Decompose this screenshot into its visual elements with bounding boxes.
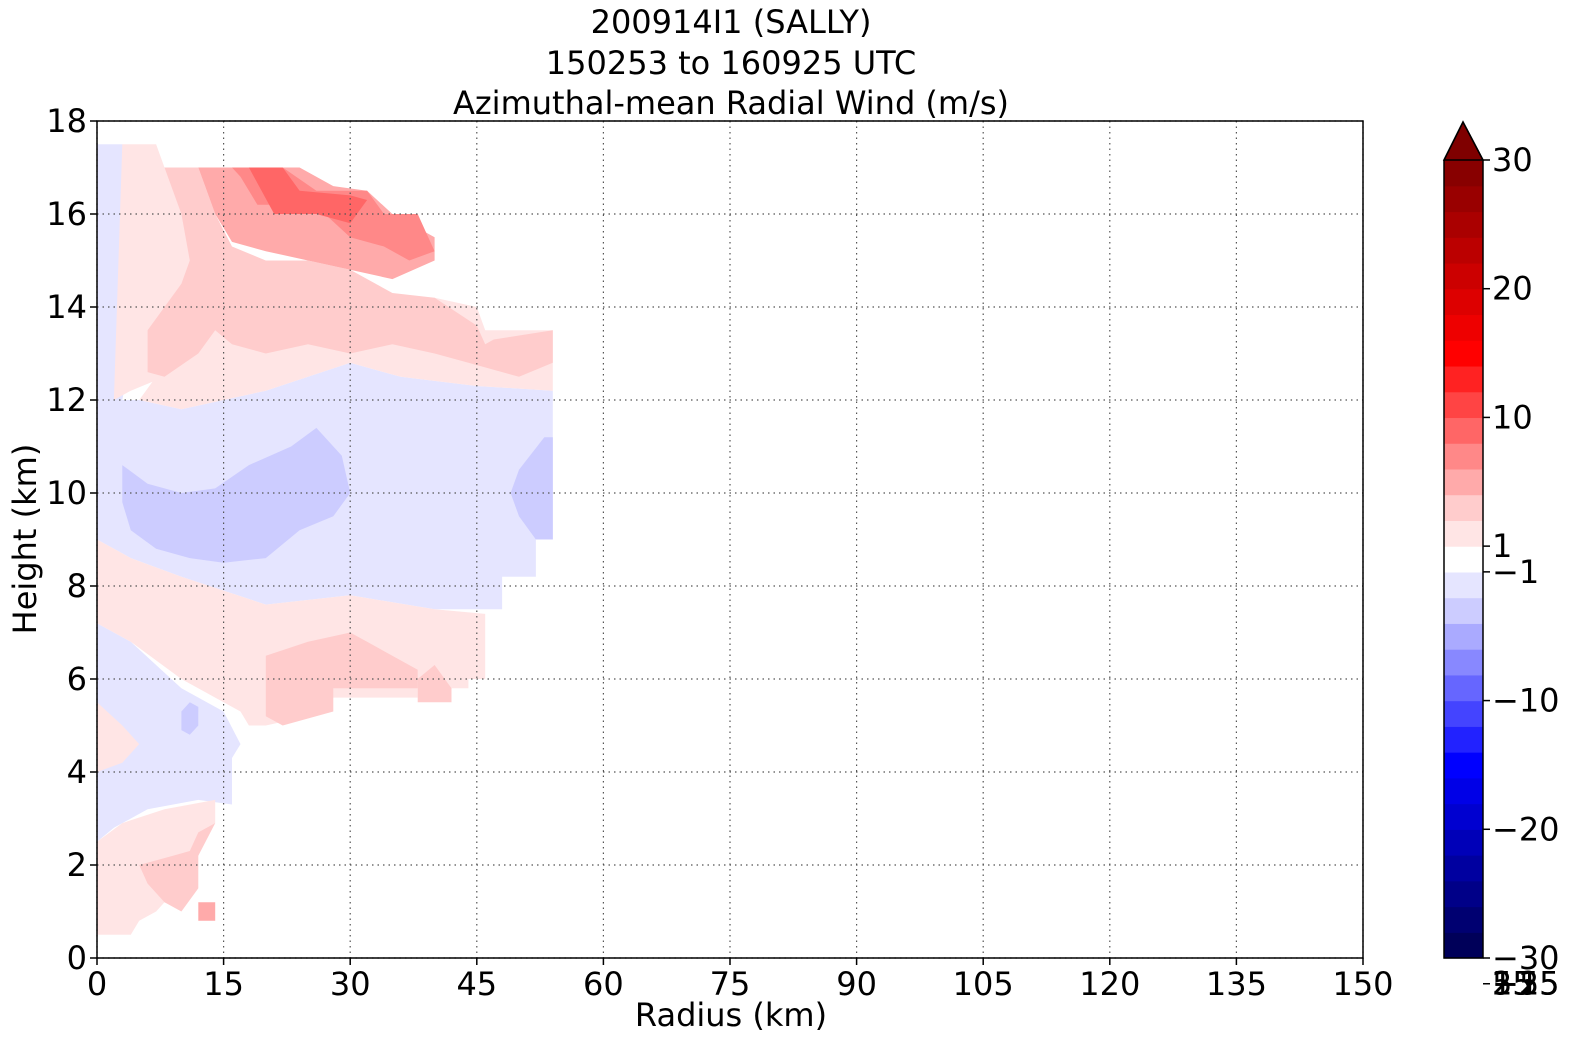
colorbar-band — [1444, 726, 1483, 753]
colorbar-band — [1444, 185, 1483, 213]
colorbar-tick-label: −5 — [1492, 965, 1539, 1003]
colorbar-band — [1444, 314, 1483, 341]
x-axis-ticks: 0 15 30 45 60 75 90 105 120 135 150 — [87, 958, 1394, 1003]
colorbar-tick-label: 1 — [1492, 527, 1512, 565]
y-tick-label: 0 — [67, 939, 87, 977]
contour-region-13 — [417, 665, 452, 703]
colorbar-bands — [1444, 160, 1483, 959]
x-tick-label: 15 — [203, 965, 244, 1003]
colorbar-band — [1444, 391, 1483, 419]
contour-region-14 — [139, 823, 216, 912]
colorbar-tick-label: −15 — [1492, 965, 1560, 1003]
y-axis-label: Height (km) — [6, 444, 44, 635]
x-tick-label: 120 — [1079, 965, 1140, 1003]
x-tick-label: 60 — [583, 965, 624, 1003]
y-tick-label: 12 — [46, 381, 87, 419]
colorbar-band — [1444, 160, 1483, 187]
colorbar-band — [1444, 340, 1483, 367]
contour-regions — [97, 144, 553, 935]
colorbar: 30 25 20 15 10 5 1−1 −5 −10 −15 −20 −25−30 — [1442, 120, 1560, 1003]
colorbar-tick-label: 5 — [1492, 965, 1512, 1003]
colorbar-tick-label: 10 — [1492, 398, 1533, 436]
plot-area: 0 15 30 45 60 75 90 105 120 135 150 0 2 4 6 8 10 12 14 16 1… — [46, 102, 1393, 1003]
colorbar-tick-label: 25 — [1492, 965, 1533, 1003]
colorbar-band — [1444, 288, 1483, 316]
x-tick-label: 75 — [710, 965, 751, 1003]
contour-region-18 — [248, 167, 368, 224]
y-tick-label: 10 — [46, 474, 87, 512]
colorbar-band — [1444, 700, 1483, 727]
y-tick-label: 18 — [46, 102, 87, 140]
chart-title-line-3: Azimuthal-mean Radial Wind (m/s) — [453, 84, 1009, 122]
colorbar-tick-label: 30 — [1492, 141, 1533, 179]
colorbar-band — [1444, 777, 1483, 805]
y-tick-label: 16 — [46, 195, 87, 233]
y-tick-label: 6 — [67, 660, 87, 698]
x-tick-label: 135 — [1206, 965, 1267, 1003]
contour-region-2 — [97, 623, 241, 842]
chart-title-line-1: 200914I1 (SALLY) — [591, 3, 872, 41]
x-tick-label: 105 — [953, 965, 1014, 1003]
colorbar-tick-label: 15 — [1492, 965, 1533, 1003]
y-tick-label: 8 — [67, 567, 87, 605]
colorbar-band — [1444, 571, 1483, 599]
x-tick-label: 30 — [330, 965, 371, 1003]
colorbar-ticks: 30 25 20 15 10 5 1−1 −5 −10 −15 −20 −25−30 — [1483, 141, 1560, 1003]
colorbar-band — [1444, 623, 1483, 650]
contour-region-16 — [198, 902, 216, 921]
colorbar-band — [1444, 803, 1483, 830]
colorbar-band — [1444, 468, 1483, 496]
x-tick-label: 150 — [1332, 965, 1393, 1003]
colorbar-tick-label: −10 — [1492, 682, 1560, 720]
colorbar-band — [1444, 829, 1483, 856]
colorbar-band — [1444, 932, 1483, 959]
colorbar-band — [1444, 546, 1483, 573]
colorbar-band — [1444, 520, 1483, 547]
colorbar-band — [1444, 417, 1483, 444]
colorbar-band — [1444, 906, 1483, 933]
colorbar-band — [1444, 674, 1483, 702]
contour-region-5 — [181, 702, 199, 735]
colorbar-band — [1444, 443, 1483, 470]
contour-region-9 — [97, 702, 140, 772]
colorbar-band — [1444, 494, 1483, 521]
colorbar-tick-label: −20 — [1492, 810, 1560, 848]
colorbar-band — [1444, 262, 1483, 290]
colorbar-band — [1444, 752, 1483, 779]
colorbar-band — [1444, 597, 1483, 624]
colorbar-tick-label: −1 — [1492, 553, 1539, 591]
x-axis-label: Radius (km) — [635, 996, 827, 1034]
colorbar-tick-label: −30 — [1492, 939, 1560, 977]
contour-region-12 — [265, 632, 418, 726]
y-tick-label: 4 — [67, 753, 87, 791]
y-axis-ticks: 0 2 4 6 8 10 12 14 16 18 — [46, 102, 97, 977]
colorbar-band — [1444, 880, 1483, 908]
x-tick-label: 0 — [87, 965, 107, 1003]
contour-region-11 — [147, 167, 553, 377]
colorbar-frame — [1443, 120, 1484, 959]
colorbar-tick-label: −25 — [1492, 965, 1560, 1003]
contour-region-3 — [122, 427, 351, 563]
contour-region-4 — [510, 437, 553, 540]
x-tick-label: 90 — [836, 965, 877, 1003]
x-tick-label: 45 — [456, 965, 497, 1003]
y-tick-label: 14 — [46, 288, 87, 326]
colorbar-band — [1444, 649, 1483, 676]
y-tick-label: 2 — [67, 846, 87, 884]
colorbar-band — [1444, 855, 1483, 882]
colorbar-band — [1444, 237, 1483, 264]
chart-title-line-2: 150253 to 160925 UTC — [546, 44, 916, 82]
colorbar-band — [1444, 211, 1483, 238]
colorbar-extend-arrow — [1442, 120, 1485, 161]
colorbar-band — [1444, 365, 1483, 393]
colorbar-tick-label: 20 — [1492, 270, 1533, 308]
